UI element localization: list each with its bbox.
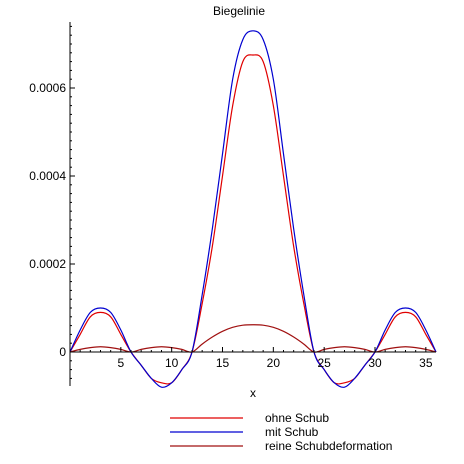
x-tick-label: 25 [317,356,331,370]
chart-title: Biegelinie [213,4,265,18]
x-tick-label: 30 [368,356,382,370]
series-layer [69,30,437,388]
y-tick-label: 0.0004 [29,169,66,183]
x-tick-label: 5 [117,356,124,370]
x-tick-label: 10 [165,356,179,370]
legend-label-1: ohne Schub [265,411,329,425]
x-axis-label: x [250,386,256,400]
y-tick-label: 0 [59,345,66,359]
series-line-2 [69,30,437,388]
x-tick-label: 15 [216,356,230,370]
axes-layer: 5 10 15 20 25 30 35 0 0.0002 0.0004 0.0006 [29,22,436,386]
legend-label-2: mit Schub [265,425,319,439]
x-tick-label: 20 [267,356,281,370]
y-tick-label: 0.0006 [29,81,66,95]
legend-label-3: reine Schubdeformation [265,439,392,453]
series-line-1 [69,54,437,385]
y-tick-label: 0.0002 [29,257,66,271]
x-tick-label: 35 [419,356,433,370]
